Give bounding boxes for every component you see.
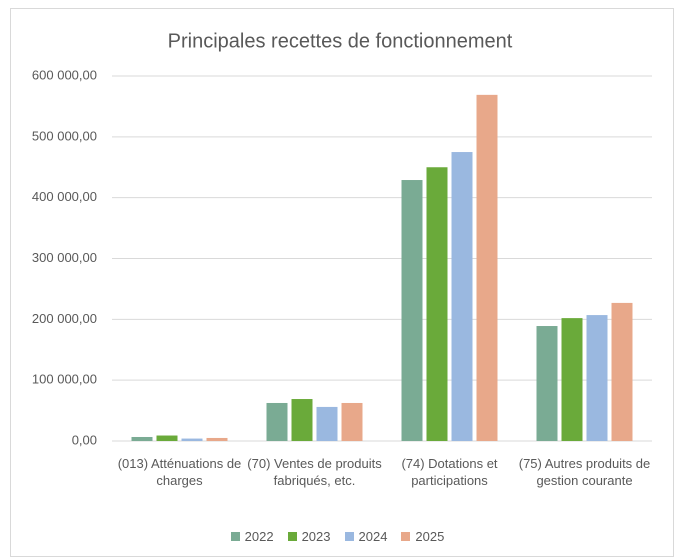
bar xyxy=(206,437,228,441)
legend-label: 2023 xyxy=(301,529,331,544)
legend-item: 2023 xyxy=(287,529,331,544)
bar xyxy=(341,402,363,441)
legend-swatch xyxy=(344,532,354,541)
bar xyxy=(181,438,203,441)
x-tick-label: (75) Autres produits de gestion courante xyxy=(518,456,651,488)
bar xyxy=(451,152,473,441)
bar xyxy=(316,406,338,441)
chart-border xyxy=(10,8,674,557)
bar xyxy=(156,435,178,441)
chart-title: Principales recettes de fonctionnement xyxy=(168,30,513,52)
y-tick-label: 600 000,00 xyxy=(32,67,97,82)
bar xyxy=(266,402,288,441)
legend-item: 2024 xyxy=(344,529,388,544)
bar xyxy=(476,94,498,441)
bar xyxy=(401,180,423,441)
legend-label: 2022 xyxy=(244,529,274,544)
y-tick-label: 100 000,00 xyxy=(32,372,97,387)
legend: 2022 2023 2024 2025 xyxy=(0,529,675,544)
bar xyxy=(561,318,583,441)
y-tick-label: 400 000,00 xyxy=(32,189,97,204)
y-tick-label: 200 000,00 xyxy=(32,311,97,326)
x-tick-label: (74) Dotations et participations xyxy=(401,456,498,488)
legend-label: 2025 xyxy=(415,529,445,544)
bar xyxy=(131,436,153,441)
y-tick-label: 0,00 xyxy=(72,432,97,447)
x-tick-label: (013) Atténuations de charges xyxy=(117,456,242,488)
legend-item: 2022 xyxy=(230,529,274,544)
y-tick-label: 500 000,00 xyxy=(32,128,97,143)
bar xyxy=(586,315,608,441)
legend-label: 2024 xyxy=(358,529,388,544)
bar xyxy=(536,326,558,441)
legend-item: 2025 xyxy=(401,529,444,544)
bar xyxy=(611,302,633,441)
legend-swatch xyxy=(287,532,297,541)
legend-swatch xyxy=(230,532,240,541)
legend-swatch xyxy=(401,532,411,541)
x-tick-label: (70) Ventes de produits fabriqués, etc. xyxy=(247,456,382,488)
bar xyxy=(291,399,313,441)
y-tick-label: 300 000,00 xyxy=(32,250,97,265)
bar xyxy=(426,167,448,441)
